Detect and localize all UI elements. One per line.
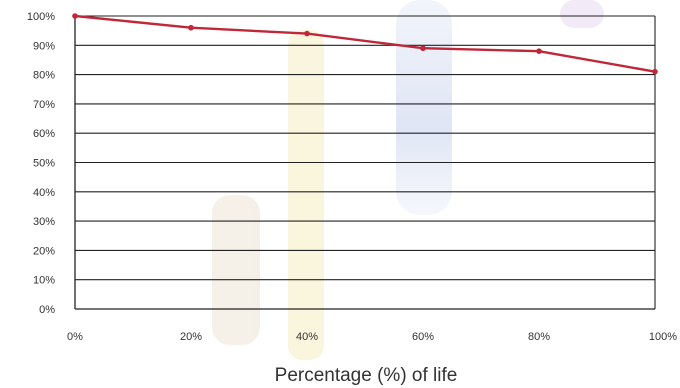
data-point-0-4	[536, 48, 542, 54]
y-tick-label-0: 0%	[39, 304, 55, 316]
y-tick-label-7: 70%	[33, 99, 55, 111]
y-tick-label-3: 30%	[33, 216, 55, 228]
x-axis-ticks: 0% 20% 40% 60% 80% 100%	[67, 331, 677, 343]
data-point-0-3	[420, 45, 426, 52]
series-line-0	[74, 14, 656, 73]
axes	[74, 16, 656, 310]
y-tick-label-2: 20%	[33, 245, 55, 257]
x-tick-label-3: 60%	[412, 331, 434, 343]
y-tick-label-8: 80%	[33, 70, 55, 82]
y-tick-label-1: 10%	[33, 275, 55, 287]
y-tick-label-4: 40%	[33, 187, 55, 199]
data-point-0-2	[304, 30, 310, 37]
y-tick-label-6: 60%	[33, 128, 55, 140]
data-point-0-0	[72, 13, 78, 19]
x-tick-label-0: 0%	[67, 331, 83, 343]
y-axis-ticks: 0% 10% 20% 30% 40% 50% 60% 70% 80% 90% 100%	[27, 11, 55, 316]
x-tick-label-5: 100%	[649, 331, 677, 343]
x-tick-label-1: 20%	[180, 331, 202, 343]
x-axis-label: Percentage (%) of life	[275, 365, 458, 386]
y-tick-label-10: 100%	[27, 11, 55, 23]
x-tick-label-4: 80%	[528, 331, 550, 343]
series	[72, 13, 658, 75]
background-watermark	[212, 0, 604, 360]
data-point-0-5	[652, 68, 658, 75]
y-tick-label-5: 50%	[33, 158, 55, 170]
y-tick-label-9: 90%	[33, 40, 55, 52]
x-tick-label-2: 40%	[296, 331, 318, 343]
grid-lines	[75, 15, 655, 310]
data-point-0-1	[188, 24, 194, 31]
